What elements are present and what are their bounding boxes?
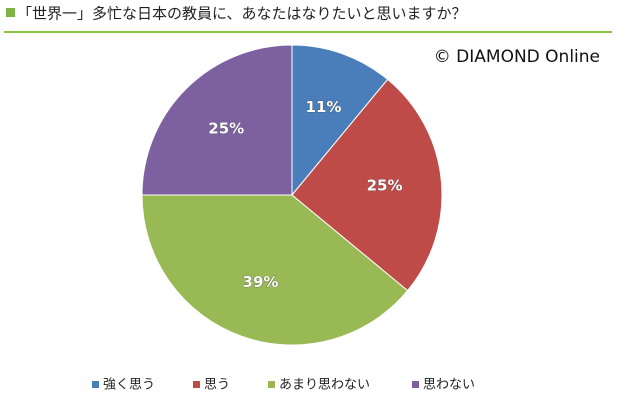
legend-label: あまり思わない: [279, 378, 370, 393]
chart-title: 「世界一」多忙な日本の教員に、あなたはなりたいと思いますか？: [17, 5, 467, 23]
pie-slice: [291, 78, 443, 292]
credit: © DIAMOND Online: [434, 47, 600, 67]
pie-slice: [141, 44, 293, 196]
value-label: 11%: [306, 98, 342, 116]
legend-swatch: [412, 381, 419, 388]
legend-swatch: [193, 381, 200, 388]
pie-slice: [291, 44, 389, 197]
legend-label: 強く思う: [103, 378, 155, 393]
legend-swatch: [92, 381, 99, 388]
legend-swatch: [268, 381, 275, 388]
legend-label: 思わない: [423, 378, 475, 393]
value-label: 25%: [208, 120, 244, 138]
value-label: 25%: [367, 177, 403, 195]
value-label: 39%: [243, 273, 279, 291]
title-marker: [6, 8, 15, 17]
pie-slice: [141, 194, 409, 346]
legend-label: 思う: [204, 378, 230, 393]
